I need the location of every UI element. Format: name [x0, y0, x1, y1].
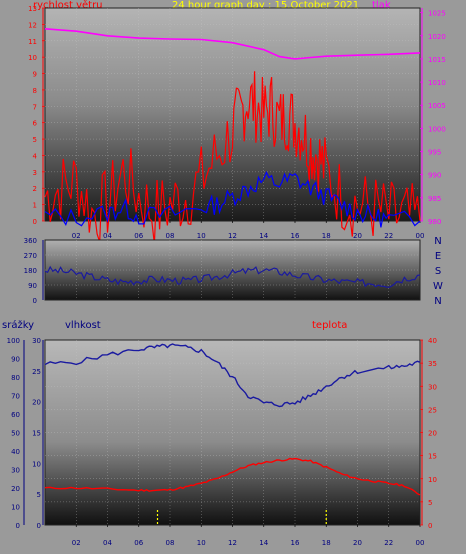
x-tick-label: 16 [291, 232, 300, 240]
temperature-y-tick-label: 15 [428, 453, 437, 461]
x-tick-label: 10 [197, 539, 206, 547]
humidity-y-tick-label: 40 [11, 448, 20, 456]
x-tick-label: 18 [322, 539, 331, 547]
humidity-y-tick-label: 70 [11, 393, 20, 401]
wind-gust-line [44, 170, 421, 228]
direction-y-tick-label: 90 [28, 282, 37, 290]
wind-y-tick-label: 0 [33, 218, 37, 226]
pressure-y-tick-label: 1025 [428, 10, 446, 18]
humidity-y-tick-label: 10 [11, 504, 20, 512]
direction-y-tick-label: 360 [24, 237, 37, 245]
x-tick-label: 04 [103, 232, 112, 240]
x-tick-label: 22 [384, 539, 393, 547]
x-tick-label: 02 [72, 232, 81, 240]
wind-y-tick-label: 4 [33, 152, 38, 160]
x-tick-label: 04 [103, 539, 112, 547]
pressure-y-tick-label: 980 [428, 218, 441, 226]
x-tick-label: 02 [72, 539, 81, 547]
x-tick-label: 16 [291, 539, 300, 547]
humidity-y-tick-label: 90 [11, 356, 20, 364]
direction-y-tick-label: 270 [24, 252, 37, 260]
humidity-y-tick-label: 80 [11, 374, 20, 382]
pressure-y-tick-label: 985 [428, 195, 441, 203]
x-tick-label: 00 [416, 232, 425, 240]
x-tick-label: 00 [416, 539, 425, 547]
x-tick-label: 18 [322, 232, 331, 240]
pressure-label: tlak [372, 0, 391, 11]
rain-y-tick-label: 10 [32, 460, 41, 468]
temperature-y-tick-label: 10 [428, 476, 437, 484]
compass-label: N [434, 296, 441, 307]
temperature-y-tick-label: 0 [428, 522, 432, 530]
x-tick-label: 06 [134, 539, 143, 547]
x-tick-label: 14 [259, 232, 268, 240]
compass-label: E [435, 251, 441, 262]
wind-speed-line [44, 71, 421, 244]
pressure-y-tick-label: 1020 [428, 33, 446, 41]
rain-y-tick-label: 30 [32, 337, 41, 345]
temperature-y-tick-label: 20 [428, 430, 437, 438]
x-tick-label: 22 [384, 232, 393, 240]
pressure-y-tick-label: 1010 [428, 79, 446, 87]
x-tick-label: 12 [228, 539, 237, 547]
pressure-y-tick-label: 1015 [428, 56, 446, 64]
rain-y-tick-label: 20 [32, 399, 41, 407]
wind-y-tick-label: 2 [33, 185, 37, 193]
humidity-y-tick-label: 100 [7, 337, 20, 345]
x-tick-label: 14 [259, 539, 268, 547]
x-tick-label: 20 [353, 232, 362, 240]
wind-y-tick-label: 5 [33, 136, 37, 144]
humidity-label: vlhkost [65, 320, 101, 331]
pressure-line [44, 28, 421, 60]
wind-y-tick-label: 1 [33, 202, 37, 210]
rain-y-tick-label: 0 [37, 522, 41, 530]
rain-y-tick-label: 15 [32, 430, 41, 438]
pressure-y-tick-label: 1000 [428, 125, 446, 133]
wind-y-tick-label: 8 [33, 87, 37, 95]
compass-label: N [434, 236, 441, 247]
humidity-line [44, 343, 421, 408]
wind-y-tick-label: 7 [33, 103, 37, 111]
x-tick-label: 20 [353, 539, 362, 547]
wind-y-tick-label: 3 [33, 169, 37, 177]
wind-y-tick-label: 9 [33, 71, 37, 79]
direction-y-tick-label: 180 [24, 267, 37, 275]
x-tick-label: 06 [134, 232, 143, 240]
x-tick-label: 08 [166, 232, 175, 240]
temperature-y-tick-label: 35 [428, 360, 437, 368]
pressure-y-tick-label: 995 [428, 149, 441, 157]
pressure-y-tick-label: 990 [428, 172, 441, 180]
humidity-y-tick-label: 0 [16, 522, 20, 530]
rain-y-tick-label: 25 [32, 368, 41, 376]
temperature-y-tick-label: 5 [428, 499, 432, 507]
compass-label: W [433, 281, 443, 292]
humidity-y-tick-label: 30 [11, 467, 20, 475]
temperature-label: teplota [312, 320, 348, 331]
temperature-y-tick-label: 30 [428, 383, 437, 391]
humidity-y-tick-label: 20 [11, 485, 20, 493]
compass-label: S [435, 266, 441, 277]
temperature-y-tick-label: 25 [428, 406, 437, 414]
chart-title: 24 hour graph day : 15.October 2021 [172, 0, 360, 11]
wind-direction-line [44, 265, 421, 288]
temperature-y-tick-label: 40 [428, 337, 437, 345]
direction-y-tick-label: 0 [33, 297, 37, 305]
wind-y-tick-label: 11 [28, 38, 37, 46]
rain-y-tick-label: 5 [37, 491, 41, 499]
x-tick-label: 08 [166, 539, 175, 547]
pressure-y-tick-label: 1005 [428, 102, 446, 110]
rain-label: srážky [2, 320, 35, 331]
wind-y-tick-label: 13 [28, 5, 37, 13]
x-tick-label: 10 [197, 232, 206, 240]
wind-y-tick-label: 10 [28, 54, 37, 62]
wind-y-tick-label: 12 [28, 21, 37, 29]
wind-speed-label: rychlost větru [33, 0, 103, 11]
x-tick-label: 12 [228, 232, 237, 240]
temperature-line [44, 457, 421, 496]
wind-y-tick-label: 6 [33, 120, 38, 128]
humidity-y-tick-label: 60 [11, 411, 20, 419]
humidity-y-tick-label: 50 [11, 430, 20, 438]
